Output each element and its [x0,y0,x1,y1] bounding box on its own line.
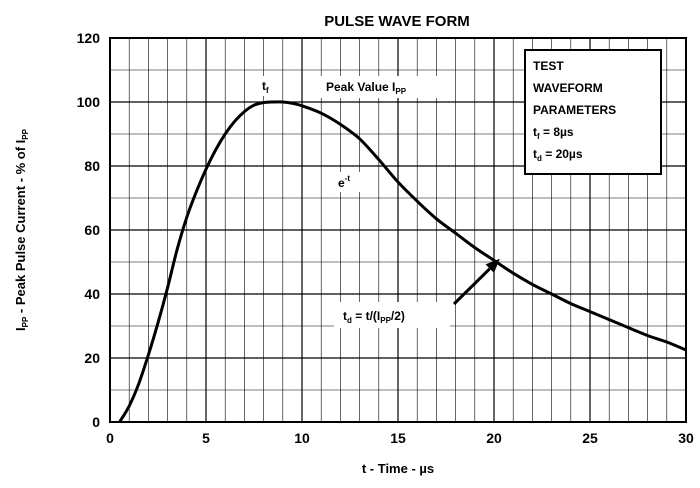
chart-title: PULSE WAVE FORM [324,13,470,30]
td-label: td = t/(IPP/2) [343,309,405,325]
parameters-tf-sub: f [537,132,540,141]
td-label-sub1: d [347,316,352,325]
y-tick-label: 100 [77,94,101,110]
y-axis-label: IPP - Peak Pulse Current - % of IPP [13,128,30,331]
x-tick-label: 30 [678,430,694,446]
x-tick-label: 20 [486,430,502,446]
exp-label: e-t [338,174,350,190]
peak-label-sub: PP [395,87,406,96]
exp-label-bg [334,172,360,192]
td-label-part2: = t/(I [352,309,380,323]
x-tick-label: 15 [390,430,406,446]
peak-label: Peak Value IPP [326,80,407,96]
tf-label-bg [258,76,274,96]
peak-label-main: Peak Value I [326,80,395,94]
x-tick-labels: 0 5 10 15 20 25 30 [106,430,694,446]
td-arrow-head [485,258,500,273]
y-axis-label-sub1: PP [21,316,30,327]
x-tick-label: 5 [202,430,210,446]
y-tick-label: 40 [84,286,100,302]
y-tick-label: 20 [84,350,100,366]
parameters-line-td: td = 20µs [533,147,583,163]
x-tick-label: 10 [294,430,310,446]
peak-label-bg [318,76,446,98]
parameters-box [524,49,662,175]
parameters-line-1: TEST [533,59,564,73]
parameters-td-value: = 20µs [542,147,583,161]
parameters-tf-main: t [533,125,537,139]
plot-frame [109,37,687,423]
td-label-part1: t [343,309,347,323]
tf-label-main: t [262,79,266,93]
td-label-part3: /2) [391,309,405,323]
td-arrow-shaft [452,267,491,306]
y-tick-labels: 0 20 40 60 80 100 120 [77,30,101,430]
x-tick-label: 0 [106,430,114,446]
parameters-td-main: t [533,147,537,161]
tf-label: tf [262,79,269,95]
parameters-line-3: PARAMETERS [533,103,616,117]
y-axis-label-sub2: PP [21,128,30,139]
y-tick-label: 60 [84,222,100,238]
parameters-td-sub: d [537,154,542,163]
y-tick-label: 80 [84,158,100,174]
pulse-curve [118,100,687,423]
exp-label-main: e [338,176,345,190]
parameters-line-tf: tf = 8µs [533,125,574,141]
parameters-tf-value: = 8µs [540,125,574,139]
y-tick-label: 120 [77,30,101,46]
td-label-bg [334,302,450,328]
y-axis-label-part2: - Peak Pulse Current - % of I [13,140,28,317]
parameters-line-2: WAVEFORM [533,81,603,95]
td-label-sub2: PP [380,316,391,325]
y-axis-label-part1: I [13,327,28,331]
tf-label-sub: f [266,86,269,95]
y-tick-label: 0 [92,414,100,430]
x-tick-label: 25 [582,430,598,446]
x-axis-label: t - Time - µs [362,461,434,476]
exp-label-sup: -t [345,174,351,183]
